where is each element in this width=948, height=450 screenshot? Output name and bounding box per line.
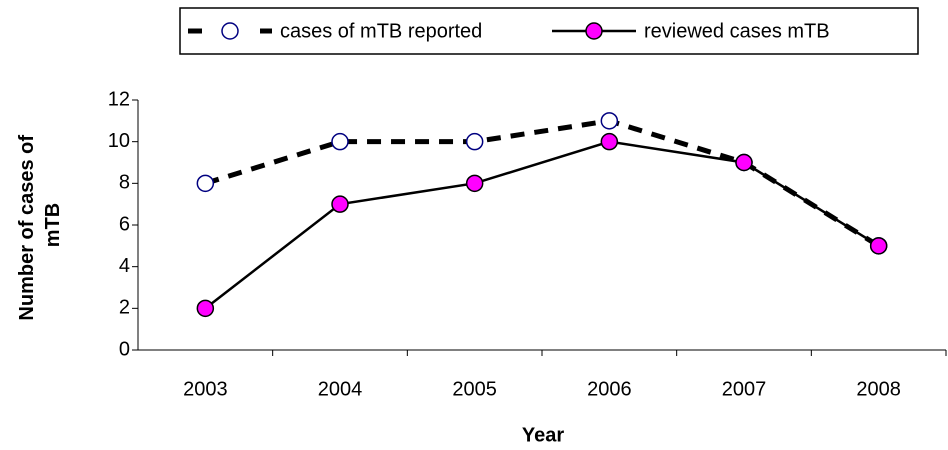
x-tick-label: 2003 xyxy=(183,378,228,400)
data-point xyxy=(465,174,484,193)
y-axis-label: Number of cases of mTB xyxy=(16,129,64,320)
legend-marker xyxy=(585,22,603,40)
data-point xyxy=(331,132,349,151)
x-tick-label: 2008 xyxy=(856,378,901,400)
data-point xyxy=(465,132,484,151)
data-point xyxy=(600,132,619,151)
y-tick-label: 8 xyxy=(119,172,130,194)
y-tick-label: 2 xyxy=(119,297,130,319)
x-axis-label: Year xyxy=(522,424,564,446)
data-point xyxy=(331,195,349,213)
x-tick-label: 2006 xyxy=(587,378,632,400)
x-tick-label: 2005 xyxy=(452,378,497,400)
legend-marker xyxy=(221,22,239,40)
legend-label: cases of mTB reported xyxy=(280,20,482,42)
x-tick-label: 2004 xyxy=(318,378,363,400)
data-point xyxy=(869,237,888,255)
data-point xyxy=(600,112,619,130)
data-point xyxy=(196,174,215,193)
y-tick-label: 4 xyxy=(119,255,130,277)
y-tick-label: 10 xyxy=(108,130,130,152)
series-line xyxy=(204,140,880,310)
legend-box xyxy=(179,7,919,55)
legend-label: reviewed cases mTB xyxy=(644,20,830,42)
y-tick-label: 0 xyxy=(119,338,130,360)
data-point xyxy=(196,299,215,318)
x-tick-label: 2007 xyxy=(722,378,767,400)
y-tick-label: 12 xyxy=(108,88,130,110)
y-tick-label: 6 xyxy=(119,213,130,235)
data-point xyxy=(735,153,753,172)
